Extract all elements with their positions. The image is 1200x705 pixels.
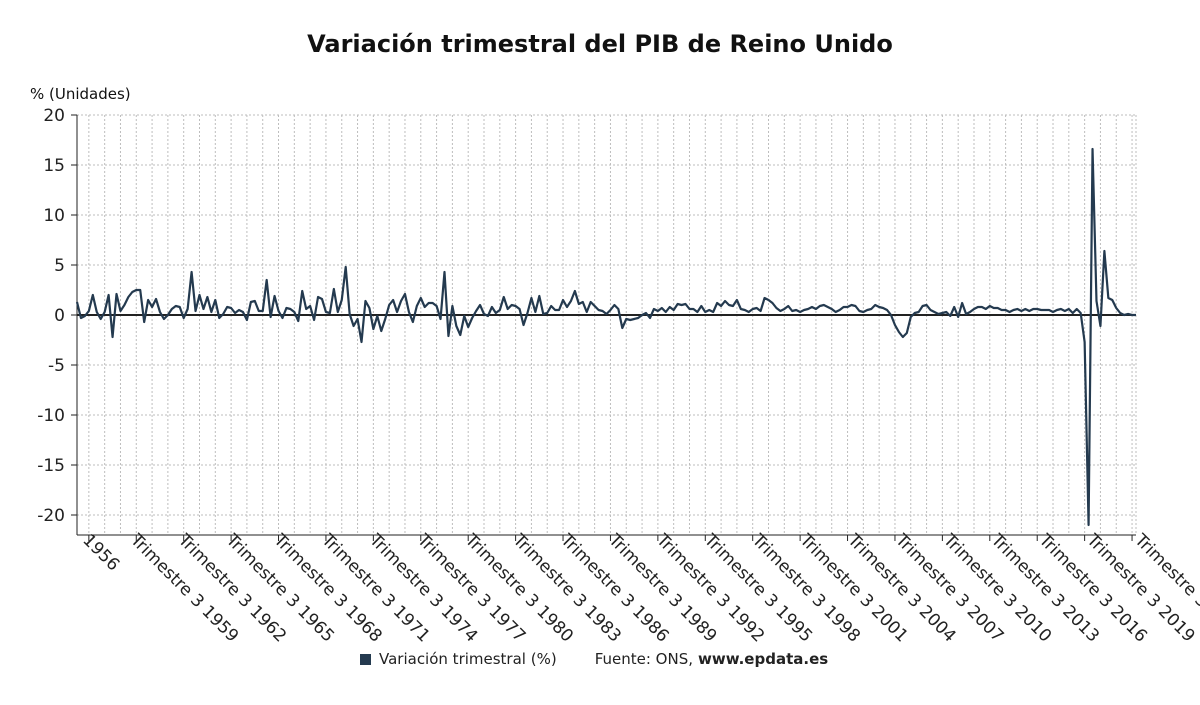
y-tick-label: 15 bbox=[43, 156, 65, 176]
source-prefix: Fuente: ONS, bbox=[594, 650, 693, 668]
y-tick-label: -10 bbox=[37, 406, 65, 426]
source-domain: www.epdata.es bbox=[698, 650, 829, 668]
grid bbox=[77, 114, 1137, 535]
legend: Variación trimestral (%) Fuente: ONS, ww… bbox=[360, 650, 828, 668]
y-tick-label: 0 bbox=[54, 306, 65, 326]
chart-title: Variación trimestral del PIB de Reino Un… bbox=[307, 30, 893, 58]
legend-item-label: Variación trimestral (%) bbox=[379, 650, 557, 668]
y-tick-label: 5 bbox=[54, 256, 65, 276]
y-axis-label: % (Unidades) bbox=[30, 85, 131, 103]
y-tick-label: 20 bbox=[43, 106, 65, 126]
y-tick-label: 10 bbox=[43, 206, 65, 226]
series-line bbox=[75, 147, 1136, 527]
series-layer bbox=[75, 147, 1136, 527]
y-tick-label: -15 bbox=[37, 456, 65, 476]
y-tick-label: -5 bbox=[48, 356, 65, 376]
y-tick-labels: 20 15 10 5 0 -5 -10 -15 -20 bbox=[37, 106, 65, 526]
legend-swatch bbox=[360, 653, 371, 665]
x-tick-label: 1956 bbox=[78, 530, 123, 575]
y-tick-label: -20 bbox=[37, 506, 65, 526]
